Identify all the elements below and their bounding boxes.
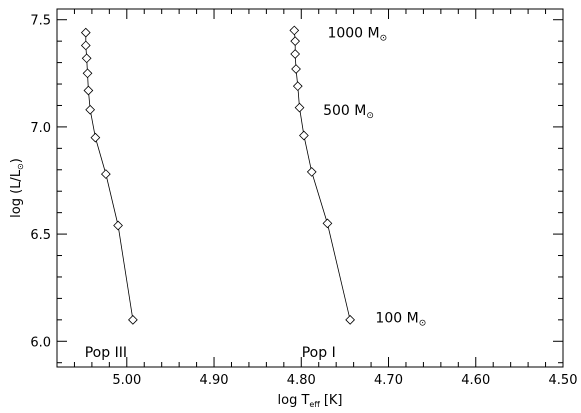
data-point-diamond <box>100 169 111 179</box>
y-axis-label-sun-symbol: ⊙ <box>16 163 25 170</box>
data-point-diamond <box>345 314 355 325</box>
x-axis-label-subscript: eff <box>309 400 320 409</box>
x-tick-label: 4.60 <box>461 373 490 388</box>
y-axis-label-suffix: ) <box>9 158 24 163</box>
x-tick-label: 5.00 <box>112 373 141 388</box>
plot-frame-group <box>56 8 564 368</box>
data-point-diamond <box>81 53 92 64</box>
x-axis-label-unit: [K] <box>324 393 343 408</box>
axis-tick-labels: 5.00 4.90 4.80 4.70 4.60 4.50 6.0 6.5 7.0 7.5 <box>30 14 577 388</box>
x-tick-label: 4.80 <box>287 373 316 388</box>
data-point-diamond <box>128 314 138 325</box>
x-tick-label: 4.90 <box>200 373 229 388</box>
mass-annotation-number: 1000 M <box>327 26 379 42</box>
sun-symbol: ⊙ <box>380 34 388 44</box>
data-point-diamond <box>83 85 94 96</box>
y-tick-label: 6.5 <box>30 228 51 243</box>
data-point-diamond <box>85 104 96 115</box>
data-point-diamond <box>80 27 91 38</box>
sun-symbol: ⊙ <box>366 111 374 121</box>
data-point-diamond <box>299 130 309 141</box>
data-point-diamond <box>294 102 305 113</box>
data-point-diamond <box>292 81 303 92</box>
data-point-diamond <box>113 220 123 231</box>
y-tick-label: 7.0 <box>30 121 51 136</box>
mass-annotation: 100 M⊙ <box>375 311 426 329</box>
data-point-diamond <box>290 36 301 47</box>
mass-annotation: 500 M⊙ <box>323 103 374 121</box>
y-axis-label: log (L/L⊙) <box>9 158 25 218</box>
data-point-diamond <box>289 25 300 36</box>
x-axis-label: log Teff [K] <box>278 393 343 409</box>
x-axis-label-main: log T <box>278 393 310 408</box>
series-line <box>85 32 134 320</box>
data-point-diamond <box>90 132 101 143</box>
data-point-diamond <box>306 167 317 177</box>
series-label: Pop I <box>302 345 336 361</box>
x-tick-label: 4.50 <box>549 373 578 388</box>
data-point-diamond <box>82 68 93 79</box>
series-pop-iii <box>80 27 138 325</box>
mass-annotation-number: 500 M <box>323 103 366 119</box>
x-tick-label: 4.70 <box>374 373 403 388</box>
data-point-diamond <box>322 218 333 229</box>
plot-frame <box>56 8 564 368</box>
data-point-diamond <box>290 49 301 59</box>
series-pop-i <box>289 25 355 325</box>
mass-annotation-number: 100 M <box>375 311 418 327</box>
data-point-diamond <box>291 64 301 74</box>
mass-annotation: 1000 M⊙ <box>327 26 387 44</box>
series-group <box>80 25 355 325</box>
y-tick-label: 6.0 <box>30 335 51 350</box>
series-label: Pop III <box>85 345 127 361</box>
sun-symbol: ⊙ <box>419 319 427 329</box>
axis-ticks <box>56 9 564 367</box>
y-tick-label: 7.5 <box>30 14 51 29</box>
series-line <box>293 30 351 320</box>
y-axis-label-prefix: log (L/L <box>9 169 24 218</box>
data-point-diamond <box>80 40 91 51</box>
